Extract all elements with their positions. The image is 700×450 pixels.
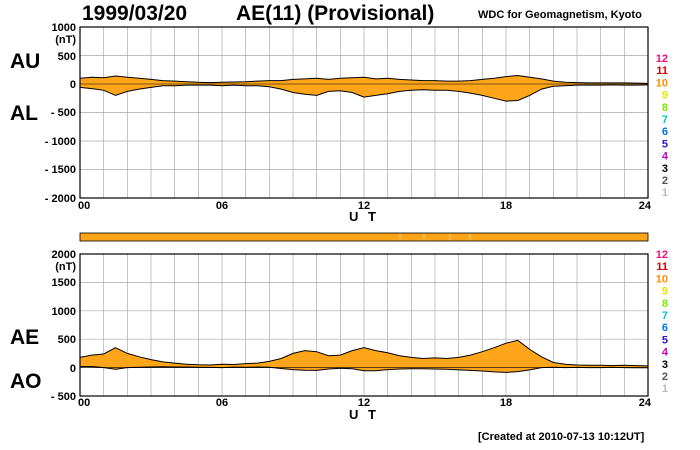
station-count-label: 11	[656, 65, 668, 77]
source-label: WDC for Geomagnetism, Kyoto	[478, 9, 642, 21]
station-count-label: 10	[656, 77, 668, 89]
x-tick-label: 18	[500, 397, 512, 409]
chart-title: AE(11) (Provisional)	[236, 2, 435, 25]
station-count-label: 6	[662, 322, 668, 334]
series-line-ao	[80, 366, 648, 373]
station-count-label: 1	[662, 383, 668, 395]
y-tick-label: - 500	[51, 391, 76, 403]
station-count-label: 8	[662, 298, 668, 310]
station-count-label: 12	[656, 249, 668, 261]
station-count-label: 4	[662, 151, 669, 163]
station-availability-bar	[79, 232, 649, 242]
y-tick-label: 0	[70, 79, 76, 91]
station-count-label: 12	[656, 53, 668, 65]
station-count-label: 2	[662, 371, 668, 383]
station-count-label: 2	[662, 175, 668, 187]
y-tick-label: - 1500	[45, 164, 76, 176]
station-count-label: 7	[662, 310, 668, 322]
y-tick-label: 500	[58, 334, 76, 346]
station-count-label: 3	[662, 359, 668, 371]
ae-label: AE	[10, 326, 40, 349]
x-tick-label: 00	[78, 397, 90, 409]
y-tick-label: - 500	[51, 107, 76, 119]
y-tick-label: 0	[70, 363, 76, 375]
created-timestamp: [Created at 2010-07-13 10:12UT]	[478, 431, 645, 443]
y-tick-label: 2000	[52, 249, 76, 261]
x-tick-label: 18	[500, 200, 512, 212]
x-tick-label: 12	[358, 200, 370, 212]
station-count-label: 1	[662, 187, 668, 199]
station-count-label: 8	[662, 102, 668, 114]
x-axis-label: U T	[349, 407, 379, 422]
y-tick-label: 1500	[52, 277, 76, 289]
x-axis-label: U T	[349, 209, 379, 224]
plot-frame	[79, 26, 649, 199]
x-tick-label: 06	[216, 200, 228, 212]
station-count-label: 10	[656, 273, 668, 285]
plot-frame	[79, 253, 649, 397]
station-count-label: 11	[656, 261, 668, 273]
station-count-label: 5	[662, 138, 668, 150]
series-area-fill	[80, 75, 648, 102]
y-tick-label: 1000	[52, 22, 76, 34]
x-tick-label: 24	[639, 397, 652, 409]
station-count-label: 9	[662, 90, 668, 102]
station-count-label: 6	[662, 126, 668, 138]
station-count-label: 7	[662, 114, 668, 126]
series-line-ae	[79, 339, 649, 367]
station-count-label: 4	[662, 347, 669, 359]
y-tick-label: - 1000	[45, 136, 76, 148]
series-line-al	[79, 84, 649, 102]
y-tick-label: (nT)	[55, 34, 76, 46]
x-tick-label: 00	[78, 200, 90, 212]
y-tick-label: (nT)	[55, 261, 76, 273]
y-tick-label: 500	[58, 51, 76, 63]
y-tick-label: - 2000	[45, 193, 76, 205]
x-tick-label: 12	[358, 397, 370, 409]
date-label: 1999/03/20	[82, 2, 188, 25]
y-tick-label: 1000	[52, 306, 76, 318]
ao-label: AO	[10, 370, 42, 393]
al-label: AL	[10, 102, 38, 125]
station-count-label: 3	[662, 163, 668, 175]
x-tick-label: 24	[639, 200, 652, 212]
au-label: AU	[10, 50, 41, 73]
station-count-label: 5	[662, 334, 668, 346]
x-tick-label: 06	[216, 397, 228, 409]
station-count-label: 9	[662, 286, 668, 298]
series-line-au	[79, 74, 649, 84]
